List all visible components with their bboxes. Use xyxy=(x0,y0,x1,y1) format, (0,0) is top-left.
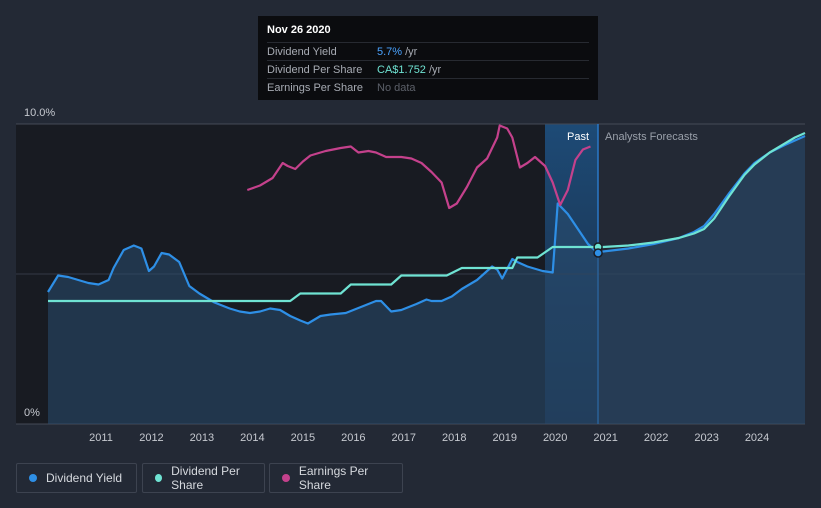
y-label-top: 10.0% xyxy=(24,107,55,119)
x-tick-label: 2016 xyxy=(341,432,365,444)
legend-earnings-per-share[interactable]: Earnings Per Share xyxy=(269,463,403,493)
legend-label: Dividend Per Share xyxy=(171,464,240,492)
x-tick-label: 2024 xyxy=(745,432,769,444)
legend-label: Dividend Yield xyxy=(46,471,123,485)
dividend-yield-line xyxy=(47,134,806,325)
tooltip-label: Dividend Per Share xyxy=(267,63,363,76)
past-label: Past xyxy=(567,131,589,143)
legend-dividend-per-share[interactable]: Dividend Per Share xyxy=(142,463,265,493)
x-tick-label: 2014 xyxy=(240,432,264,444)
x-tick-label: 2021 xyxy=(593,432,617,444)
tooltip-unit: /yr xyxy=(405,45,418,58)
tooltip-label: Earnings Per Share xyxy=(267,81,363,94)
x-tick-label: 2015 xyxy=(291,432,315,444)
legend-dot-icon xyxy=(29,474,37,482)
tooltip-row-dividend-yield: Dividend Yield 5.7% /yr xyxy=(267,42,589,60)
tooltip-date: Nov 26 2020 xyxy=(267,24,331,36)
x-tick-label: 2018 xyxy=(442,432,466,444)
tooltip-value: No data xyxy=(377,81,416,94)
tooltip-row-dividend-per-share: Dividend Per Share CA$1.752 /yr xyxy=(267,60,589,78)
y-label-bottom: 0% xyxy=(24,407,40,419)
forecast-label: Analysts Forecasts xyxy=(605,131,698,143)
yield-marker xyxy=(593,248,603,258)
x-tick-label: 2012 xyxy=(139,432,163,444)
x-tick-label: 2011 xyxy=(89,432,113,444)
dividend-yield-forecast-area xyxy=(598,136,805,424)
tooltip-label: Dividend Yield xyxy=(267,45,337,58)
x-tick-label: 2023 xyxy=(694,432,718,444)
x-tick-label: 2022 xyxy=(644,432,668,444)
tooltip: Nov 26 2020 Dividend Yield 5.7% /yr Divi… xyxy=(258,16,598,100)
legend-dot-icon xyxy=(155,474,163,482)
legend-dividend-yield[interactable]: Dividend Yield xyxy=(16,463,137,493)
x-tick-label: 2020 xyxy=(543,432,567,444)
legend-dot-icon xyxy=(282,474,290,482)
tooltip-value: 5.7% xyxy=(377,45,403,58)
legend-label: Earnings Per Share xyxy=(298,464,369,492)
x-tick-label: 2017 xyxy=(392,432,416,444)
x-tick-label: 2019 xyxy=(492,432,516,444)
tooltip-row-earnings-per-share: Earnings Per Share No data xyxy=(267,78,589,96)
tooltip-unit: /yr xyxy=(428,63,442,76)
x-tick-label: 2013 xyxy=(190,432,214,444)
dividend-yield-area xyxy=(48,203,599,424)
tooltip-value: CA$1.752 xyxy=(377,63,426,76)
earnings-per-share-line xyxy=(246,124,591,210)
